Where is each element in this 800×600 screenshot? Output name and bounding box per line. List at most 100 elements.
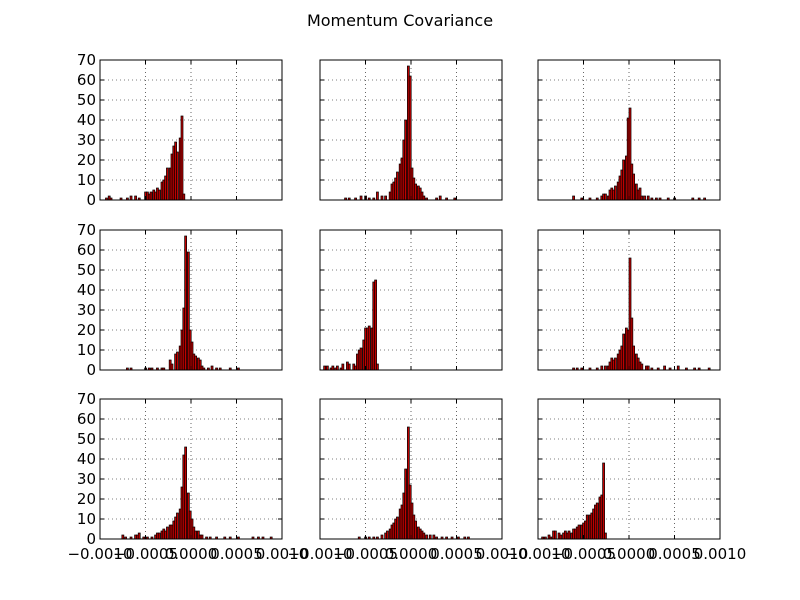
histogram-bar (640, 363, 644, 371)
histogram-bar (374, 279, 377, 371)
histogram-bar (129, 195, 133, 201)
y-tick-label: 20 (77, 151, 96, 169)
subplot-r1c2 (319, 59, 503, 201)
y-tick-label: 20 (77, 321, 96, 339)
histogram-bar (184, 446, 188, 540)
histogram-bar (210, 365, 214, 371)
histogram-bar (323, 365, 327, 371)
histogram-bar (595, 502, 599, 540)
y-tick-label: 50 (77, 91, 96, 109)
subplot-r1c3 (537, 59, 721, 201)
y-tick-label: 10 (77, 171, 96, 189)
histogram-bar (640, 195, 644, 201)
x-tick-label: −0.0010 (67, 545, 132, 563)
y-tick-label: 50 (77, 430, 96, 448)
histogram-bar (359, 195, 363, 201)
histogram-bar (554, 530, 557, 540)
histogram-bar (425, 534, 428, 540)
histogram-bar (559, 534, 563, 540)
histogram-bar (380, 195, 384, 201)
histogram-bar (404, 468, 408, 540)
histogram-bar (170, 363, 174, 371)
x-tick-label: −0.0005 (551, 545, 616, 563)
histogram-bar (359, 347, 363, 371)
histogram-bar (194, 530, 198, 540)
histogram-bar (572, 195, 575, 201)
histogram-bar (376, 363, 379, 371)
chart-title: Momentum Covariance (307, 11, 493, 30)
histogram-bar (166, 167, 169, 201)
histogram-bar (184, 235, 188, 371)
x-tick-label: −0.0010 (287, 545, 352, 563)
histogram-bar (632, 173, 636, 201)
subplot-r3c1: 0 10 20 30 40 50 60 70 −0.0010−0.00050.00000.000… (67, 390, 308, 563)
x-tick-label: 0.0000 (165, 545, 218, 563)
histogram-bar (663, 365, 666, 371)
y-tick-label: 70 (77, 390, 96, 408)
histogram-bar (676, 365, 680, 371)
y-tick-label: 60 (77, 71, 96, 89)
x-tick-label: 0.0010 (256, 545, 309, 563)
x-tick-label: 0.0005 (430, 545, 483, 563)
histogram-bar (176, 151, 179, 201)
y-tick-label: 60 (77, 241, 96, 259)
histogram-bar (176, 512, 179, 540)
histogram-bar (567, 530, 571, 540)
histogram-bar (422, 195, 426, 201)
histogram-bar (600, 365, 604, 371)
histogram-bar (422, 532, 426, 540)
histogram-bar (632, 345, 636, 371)
y-tick-label: 0 (86, 530, 96, 548)
histogram-bar (614, 185, 617, 201)
histogram-bar (384, 195, 387, 201)
histogram-bar (157, 189, 161, 201)
histogram-bar (414, 520, 418, 540)
histogram-bar (347, 363, 351, 371)
histogram-bar (646, 365, 650, 371)
y-tick-label: 0 (86, 361, 96, 379)
histogram-bar (194, 355, 198, 371)
histogram-bar (602, 462, 605, 540)
histogram-bar (614, 357, 617, 371)
histogram-bar (643, 195, 646, 201)
histogram-bar (604, 365, 607, 371)
y-tick-label: 70 (77, 221, 96, 239)
histogram-bar (577, 524, 581, 540)
histogram-bar (326, 365, 329, 371)
y-tick-label: 0 (86, 191, 96, 209)
histogram-bar (336, 365, 339, 371)
histogram-bar (134, 195, 137, 201)
histogram-bar (432, 534, 436, 540)
histogram-bar (182, 193, 186, 201)
x-tick-label: 0.0000 (385, 545, 438, 563)
histogram-bar (137, 532, 141, 540)
histogram-bar (622, 159, 626, 201)
histogram-bar (414, 183, 418, 201)
subplot-r1c1: 0 10 20 30 40 50 60 70 (77, 51, 283, 209)
y-tick-label: 40 (77, 111, 96, 129)
subplot-r2c1: 0 10 20 30 40 50 60 70 (77, 221, 283, 379)
x-tick-label: 0.0010 (476, 545, 529, 563)
histogram-bar (386, 530, 389, 540)
x-tick-label: 0.0010 (694, 545, 747, 563)
y-tick-label: 30 (77, 301, 96, 319)
histogram-bar (604, 193, 607, 201)
histogram-bar (380, 534, 384, 540)
histogram-bar (396, 171, 399, 201)
subplot-grid: 0 10 20 30 40 50 60 70 0 10 20 30 40 50 60 70 0 10 20 30 40 5… (67, 51, 746, 563)
subplot-r2c3 (537, 229, 721, 371)
histogram-bar (428, 534, 432, 540)
histogram-bar (341, 363, 345, 371)
x-tick-label: −0.0005 (113, 545, 178, 563)
y-tick-label: 40 (77, 450, 96, 468)
histogram-bar (622, 333, 626, 371)
y-tick-label: 30 (77, 131, 96, 149)
y-tick-label: 10 (77, 510, 96, 528)
subplot-r2c2 (319, 229, 503, 371)
histogram-bar (200, 534, 204, 540)
x-tick-label: 0.0005 (648, 545, 701, 563)
y-tick-label: 30 (77, 470, 96, 488)
histogram-bar (438, 195, 442, 201)
histogram-bar (604, 532, 607, 540)
